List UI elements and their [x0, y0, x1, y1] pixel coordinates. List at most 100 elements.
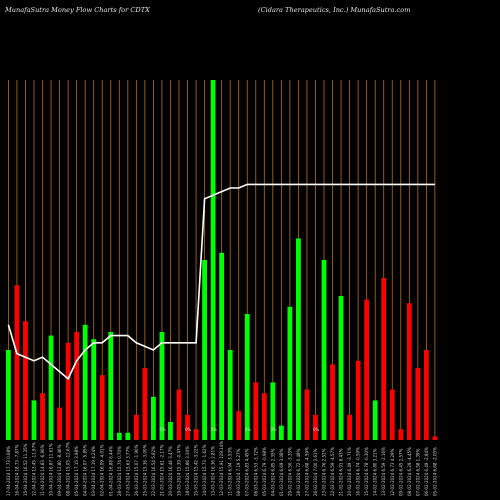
bar [347, 414, 352, 440]
x-tick-label: 02-04-2024 16.09 -4.01% [100, 444, 105, 496]
x-tick-label: 14-02-2024 6.80 3.21% [373, 448, 378, 496]
bar [168, 422, 173, 440]
x-tick-label: 13-03-2024 16.36 2.81% [211, 446, 216, 496]
x-tick-label: 11-03-2024 6.94 -3.53% [228, 447, 233, 496]
bar [125, 432, 131, 440]
x-tick-label: 25-03-2024 15.36 -3.00% [142, 444, 147, 496]
x-tick-label: 12-03-2024 15.91 129.14% [219, 441, 224, 496]
bar [159, 332, 165, 440]
bar [321, 260, 327, 440]
x-tick-label: 04-03-2024 6.85 2.35% [270, 448, 275, 496]
bar [372, 400, 378, 440]
x-tick-label: 28-03-2024 15.74 0.70% [117, 446, 122, 496]
x-tick-label: 04-04-2024 16.07 -5.85% [83, 444, 88, 496]
bar [304, 389, 310, 440]
bar [6, 350, 11, 440]
x-tick-label: 19-03-2024 15.39 -0.47% [177, 444, 182, 496]
bar [176, 389, 182, 440]
bar [398, 429, 404, 440]
bar [48, 335, 54, 440]
x-tick-label: 18-03-2024 15.86 3.30% [185, 446, 190, 496]
bar [423, 350, 429, 440]
bar-mark-label: 0% [245, 427, 252, 432]
bar [151, 396, 156, 440]
x-tick-label: 23-02-2024 6.76 2.52% [322, 448, 327, 496]
bar-mark-label: 0% [185, 427, 192, 432]
x-tick-label: 07-03-2024 6.83 4.45% [245, 448, 250, 496]
x-tick-label: 15-02-2024 6.78 -0.30% [364, 447, 369, 496]
x-tick-label: 27-03-2024 15.63 3.77% [125, 446, 130, 496]
bar [406, 303, 412, 440]
x-tick-label: 12-04-2024 13.45 -11.97% [31, 442, 36, 496]
bar [432, 436, 438, 440]
x-tick-label: 06-02-2024 6.49 -2.84% [424, 447, 429, 496]
bar [381, 278, 387, 440]
bar-mark-label: 0% [211, 427, 218, 432]
x-tick-label: 21-02-2024 6.91 6.43% [339, 448, 344, 496]
x-tick-label: 12-02-2024 6.73 4.29% [390, 448, 395, 496]
bar [40, 393, 45, 440]
bar [82, 324, 88, 440]
x-tick-label: 22-02-2024 6.59 -4.57% [330, 447, 335, 496]
bar [74, 332, 80, 440]
x-tick-label: 26-02-2024 7.00 3.61% [313, 448, 318, 496]
bar [364, 299, 370, 440]
money-flow-line [7, 183, 435, 381]
x-tick-label: 16-04-2024 18.73 -7.87% [14, 444, 19, 496]
bar [99, 375, 105, 440]
bar [296, 238, 301, 440]
x-tick-label: 05-04-2024 17.15 3.98% [74, 446, 79, 496]
x-tick-label: 17-04-2024 17.73 0.68% [6, 446, 11, 496]
bar-mark-label: 0% [313, 427, 320, 432]
x-tick-label: 11-04-2024 14.83 -6.90% [40, 444, 45, 496]
bar [389, 389, 395, 440]
bar [253, 382, 259, 440]
bar [108, 332, 114, 440]
bars [6, 80, 438, 440]
bar [338, 296, 344, 440]
bar [202, 260, 207, 440]
x-tick-label: 14-03-2024 15.73 -1.62% [202, 444, 207, 496]
x-tick-label: 05-02-2024 6.68 -2.05% [432, 447, 437, 496]
x-tick-label: 16-02-2024 6.74 -0.59% [356, 447, 361, 496]
bar [287, 306, 293, 440]
x-tick-label: 15-03-2024 15.42 -3.22% [194, 444, 199, 496]
x-tick-label: 21-03-2024 15.61 -2.17% [159, 444, 164, 496]
bar [244, 314, 250, 440]
chart-title-left: MunafaSutra Money Flow Charts for CDTX [4, 6, 150, 14]
bar [330, 364, 335, 440]
bar [415, 368, 421, 440]
x-tick-label: 08-03-2024 7.19 5.27% [236, 448, 241, 496]
x-tick-label: 15-04-2024 16.52 11.35% [23, 443, 28, 496]
x-tick-label: 13-02-2024 6.59 -2.16% [381, 447, 386, 496]
x-tick-label: 20-02-2024 6.49 -3.71% [347, 447, 352, 496]
bar [278, 425, 284, 440]
bar [210, 80, 216, 440]
x-tick-label: 09-04-2024 13.80 -8.46% [57, 444, 62, 496]
x-tick-label: 08-02-2024 6.29 -4.45% [407, 447, 412, 496]
bar [236, 411, 242, 440]
x-tick-labels: 17-04-2024 17.73 0.68% 16-04-2024 18.73 -… [6, 441, 437, 496]
bar [31, 400, 37, 440]
x-tick-label: 06-03-2024 6.53 -3.72% [253, 447, 258, 496]
x-tick-label: 01-04-2024 16.88 6.44% [108, 446, 113, 496]
bar [142, 368, 148, 440]
chart-title-right: (Cidara Therapeutics, Inc.) MunafaSutra.… [258, 6, 410, 14]
bar [23, 321, 28, 440]
x-tick-label: 09-02-2024 6.45 2.57% [398, 448, 403, 496]
bar [261, 393, 267, 440]
bar [193, 429, 199, 440]
x-tick-label: 01-03-2024 6.69 3.08% [279, 448, 284, 496]
bar-mark-label: 0% [270, 427, 277, 432]
bar [270, 382, 276, 440]
x-tick-label: 27-02-2024 6.68 -4.59% [304, 447, 309, 496]
x-tick-label: 29-02-2024 6.50 -3.35% [287, 447, 292, 496]
bar [227, 350, 233, 440]
bar [14, 285, 20, 440]
bar [185, 414, 190, 440]
bar-marks: 0% 0% 0% 0% 0% 0% [159, 427, 319, 432]
bar [116, 432, 122, 440]
x-tick-label: 05-03-2024 6.79 -0.98% [262, 447, 267, 496]
x-tick-label: 20-03-2024 16.46 3.47% [168, 446, 173, 496]
